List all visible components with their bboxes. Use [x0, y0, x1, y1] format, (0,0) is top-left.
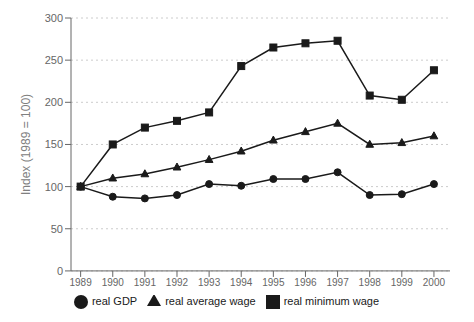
- svg-text:1998: 1998: [359, 277, 382, 288]
- svg-text:200: 200: [45, 96, 63, 108]
- svg-text:100: 100: [45, 181, 63, 193]
- svg-text:0: 0: [57, 265, 63, 277]
- svg-text:300: 300: [45, 12, 63, 24]
- svg-text:150: 150: [45, 138, 63, 150]
- svg-text:1996: 1996: [294, 277, 317, 288]
- svg-text:1991: 1991: [134, 277, 157, 288]
- svg-text:1993: 1993: [198, 277, 221, 288]
- svg-text:1994: 1994: [230, 277, 253, 288]
- svg-text:250: 250: [45, 54, 63, 66]
- svg-text:50: 50: [51, 223, 63, 235]
- svg-text:1999: 1999: [391, 277, 414, 288]
- html-text:real GDP: real GDP: [91, 294, 138, 307]
- svg-text:1989: 1989: [70, 277, 93, 288]
- svg-text:1990: 1990: [102, 277, 125, 288]
- svg-text:1997: 1997: [326, 277, 349, 288]
- svg-text:Index (1989 = 100): Index (1989 = 100): [19, 94, 33, 195]
- html-text:real minimum wage: real minimum wage: [283, 294, 380, 307]
- svg-text:1995: 1995: [262, 277, 285, 288]
- svg-text:1992: 1992: [166, 277, 189, 288]
- svg-text:2000: 2000: [423, 277, 446, 288]
- html-text:real average wage: real average wage: [165, 294, 256, 307]
